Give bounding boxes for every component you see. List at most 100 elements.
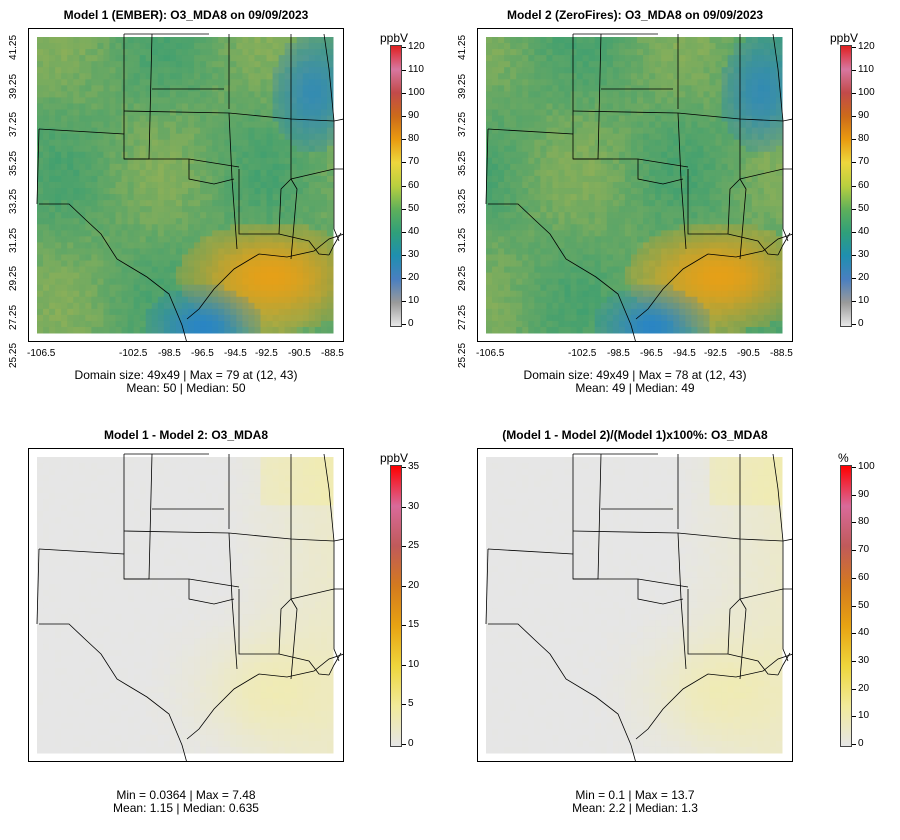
y-tick-label: 39.25	[8, 73, 19, 99]
x-tick-label: -102.5	[119, 348, 148, 359]
colorbar-tick-label: 15	[408, 619, 420, 631]
stats-line-2: Mean: 2.2 | Median: 1.3	[572, 801, 698, 815]
colorbar-tick-label: 30	[408, 248, 420, 260]
x-tick-label: -98.5	[158, 348, 181, 359]
boundary-line	[124, 33, 153, 160]
colorbar-tick-label: 90	[858, 110, 870, 122]
boundary-line	[186, 653, 343, 740]
colorbar-tick-mark	[852, 660, 856, 662]
boundary-line	[124, 453, 153, 580]
y-tick-label: 25.25	[457, 342, 468, 368]
colorbar-tick-label: 20	[858, 682, 870, 694]
colorbar-tick-mark	[402, 254, 406, 256]
boundary-line	[637, 579, 684, 605]
map-frame	[477, 448, 793, 762]
boundary-line	[290, 598, 298, 680]
boundary-line	[573, 33, 602, 160]
x-tick-label: -92.5	[255, 348, 278, 359]
colorbar-tick-label: 10	[408, 658, 420, 670]
colorbar-tick-label: 90	[408, 110, 420, 122]
y-tick-label: 37.25	[457, 111, 468, 137]
colorbar-tick-mark	[852, 550, 856, 552]
boundary-line	[485, 548, 489, 625]
boundary-line	[188, 159, 235, 185]
colorbar-tick-mark	[402, 185, 406, 187]
colorbar-tick-label: 30	[858, 654, 870, 666]
boundary-line	[323, 453, 335, 542]
colorbar-tick-label: 5	[408, 698, 414, 710]
colorbar-tick-mark	[402, 70, 406, 72]
y-tick-label: 27.25	[457, 304, 468, 330]
map-grid-cells	[37, 457, 334, 754]
colorbar-tick-label: 80	[408, 133, 420, 145]
map-frame	[477, 28, 793, 342]
boundary-line	[782, 121, 789, 242]
colorbar-tick-mark	[852, 494, 856, 496]
colorbar-tick-label: 60	[858, 179, 870, 191]
colorbar-unit: ppbV	[830, 31, 859, 45]
colorbar-tick-label: 120	[408, 41, 425, 52]
colorbar-tick-mark	[402, 231, 406, 233]
x-tick-label: -88.5	[770, 348, 793, 359]
colorbar-tick-mark	[852, 162, 856, 164]
panel-title: Model 2 (ZeroFires): O3_MDA8 on 09/09/20…	[506, 8, 764, 22]
colorbar-tick-mark	[852, 185, 856, 187]
colorbar-tick-label: 10	[858, 710, 870, 722]
colorbar-tick-mark	[852, 688, 856, 690]
colorbar-tick-label: 40	[858, 225, 870, 237]
state-boundaries	[36, 453, 343, 761]
colorbar-tick-label: 80	[858, 516, 870, 528]
boundary-line	[739, 598, 747, 680]
colorbar-ticks: 100 90 80 70 60 50 40 30 20 10 0	[852, 461, 892, 749]
x-tick-label: -88.5	[321, 348, 344, 359]
colorbar-tick-mark	[852, 605, 856, 607]
x-tick-label: -96.5	[191, 348, 214, 359]
x-tick-label: -94.5	[224, 348, 247, 359]
colorbar-tick-mark	[402, 139, 406, 141]
boundary-line	[727, 653, 779, 676]
y-tick-label: 35.25	[8, 150, 19, 176]
colorbar-tick-label: 110	[408, 64, 424, 76]
y-axis-ticks: 41.25 39.25 37.25 35.25 33.25 31.25 29.25 27.25…	[6, 28, 26, 368]
y-tick-label: 31.25	[8, 227, 19, 253]
state-boundaries	[36, 33, 343, 341]
colorbar-tick-mark	[852, 93, 856, 95]
colorbar-tick-mark	[402, 664, 406, 666]
colorbar-tick-mark	[852, 324, 856, 325]
colorbar-tick-mark	[852, 208, 856, 210]
boundary-line	[328, 652, 342, 676]
colorbar-tick-label: 110	[858, 64, 874, 76]
colorbar-tick-mark	[402, 625, 406, 627]
colorbar-tick-mark	[402, 704, 406, 706]
colorbar-tick-label: 25	[408, 540, 420, 552]
colorbar-tick-label: 0	[408, 318, 414, 329]
colorbar-ticks: 35 30 25 20 15 10 5 0	[402, 461, 442, 749]
boundary-line	[739, 178, 747, 260]
y-tick-label: 39.25	[457, 73, 468, 99]
colorbar-tick-mark	[402, 546, 406, 548]
colorbar-tick-mark	[402, 162, 406, 164]
colorbar-tick-label: 20	[408, 579, 420, 591]
panel-title: (Model 1 - Model 2)/(Model 1)x100%: O3_M…	[502, 428, 768, 442]
stats-line-1: Min = 0.0364 | Max = 7.48	[116, 788, 256, 802]
colorbar-unit: %	[838, 451, 849, 465]
boundary-line	[39, 203, 187, 341]
panel-title: Model 1 (EMBER): O3_MDA8 on 09/09/2023	[63, 8, 309, 22]
state-boundaries	[485, 33, 792, 341]
colorbar-ticks: 120 110 100 90 80 70 60 50 40 30 20 10 0	[402, 41, 442, 329]
colorbar-tick-label: 40	[408, 225, 420, 237]
colorbar-tick-mark	[852, 300, 856, 302]
stats-line-1: Domain size: 49x49 | Max = 79 at (12, 43…	[74, 368, 298, 382]
x-axis-ticks: -106.5 -102.5 -98.5 -96.5 -94.5 -92.5 -90.5 -88…	[27, 348, 344, 362]
x-tick-label: -94.5	[673, 348, 696, 359]
map-plot	[485, 453, 792, 761]
colorbar-tick-label: 10	[858, 294, 870, 306]
colorbar-tick-mark	[852, 70, 856, 72]
colorbar-tick-label: 100	[858, 87, 875, 99]
boundary-line	[228, 112, 238, 250]
y-tick-label: 29.25	[457, 265, 468, 291]
x-tick-label: -98.5	[607, 348, 630, 359]
colorbar	[390, 45, 402, 327]
colorbar-tick-mark	[402, 585, 406, 587]
boundary-line	[36, 548, 40, 625]
